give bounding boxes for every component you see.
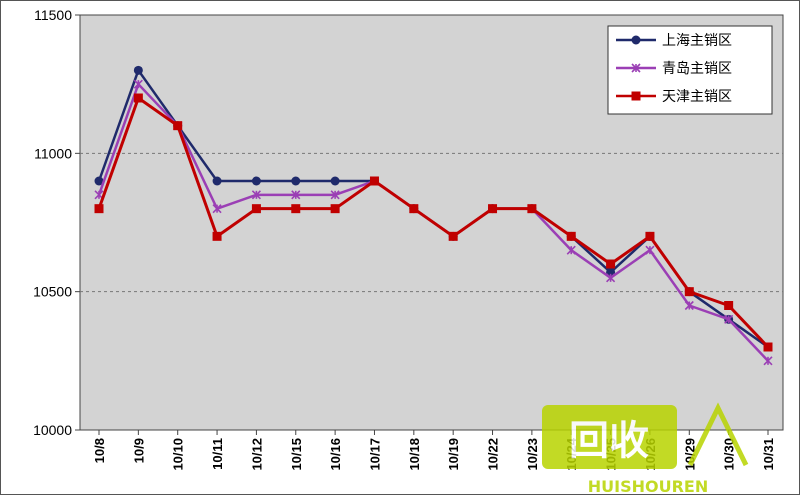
data-point [527,204,537,214]
data-point [291,176,301,186]
data-point [291,204,301,214]
legend-item: 上海主销区 [616,33,732,49]
data-point [645,245,655,255]
x-tick-label: 10/16 [328,438,343,471]
watermark-subtext: HUISHOUREN [588,477,708,496]
data-point [684,287,694,297]
y-tick-label: 10000 [33,422,72,438]
data-point [448,231,458,241]
legend-marker [631,35,641,45]
x-tick-label: 10/8 [92,438,107,463]
data-point [724,301,734,310]
data-point [94,176,104,186]
data-point [409,204,419,214]
legend-marker [631,63,641,73]
data-point [684,300,694,311]
x-tick-label: 10/15 [289,438,304,471]
series-group [94,65,773,366]
data-point [369,176,379,186]
legend-marker [631,91,641,101]
data-point [606,259,616,269]
x-tick-label: 10/10 [171,438,186,471]
x-tick-label: 10/12 [249,438,264,471]
legend-label: 天津主销区 [662,89,732,105]
x-tick-label: 10/19 [446,438,461,471]
data-point [330,176,340,186]
y-axis: 10000 10500 11000 11500 [33,7,80,438]
y-tick-label: 11000 [34,145,72,161]
legend-item: 天津主销区 [616,89,732,105]
series-line [97,95,770,349]
watermark-logo-mark: 回收 HUISHOUREN [542,402,749,496]
legend-item: 青岛主销区 [616,61,732,77]
data-point [291,190,301,200]
legend-label: 青岛主销区 [662,61,732,77]
data-point [94,204,104,214]
x-tick-label: 10/18 [407,438,422,471]
x-tick-label: 10/31 [761,438,776,471]
x-tick-label: 10/11 [210,438,225,470]
data-point [212,231,222,241]
data-point [724,314,734,324]
watermark-logo-text: 回收 [569,418,649,464]
series-3 [94,93,773,352]
y-tick-label: 11500 [34,7,72,23]
x-tick-label: 10/23 [525,438,540,471]
data-point [763,342,773,352]
data-point [133,65,143,75]
watermark-person-icon [687,402,749,467]
y-tick-label: 10500 [33,284,72,300]
data-point [330,204,340,214]
data-point [251,204,261,214]
data-point [763,356,773,366]
data-point [251,190,261,200]
watermark-logo: 回收 HUISHOUREN [542,402,749,496]
x-tick-label: 10/22 [486,438,501,471]
x-tick-label: 10/30 [722,438,737,471]
data-point [606,273,616,283]
data-point [488,204,498,214]
data-point [212,176,222,186]
data-point [251,176,261,186]
data-point [133,79,143,89]
data-point [212,204,222,214]
data-point [173,121,183,131]
data-point [566,245,576,255]
data-point [566,231,576,241]
watermark-badge [542,405,677,469]
x-tick-label: 10/17 [367,438,382,471]
x-tick-label: 10/9 [131,438,146,463]
legend-label: 上海主销区 [662,33,732,49]
data-point [133,93,143,103]
data-point [330,190,340,200]
data-point [645,231,655,241]
